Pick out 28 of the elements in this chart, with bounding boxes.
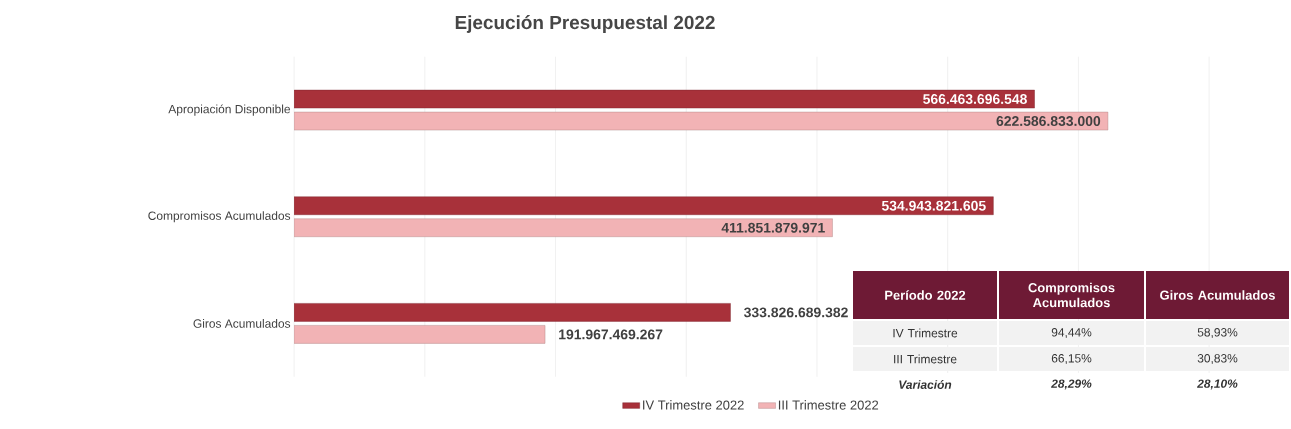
text: 28,10% — [1197, 379, 1238, 390]
annotation: 30,83% — [1197, 354, 1238, 364]
legend-label: III Trimestre 2022 — [778, 400, 879, 410]
annotation: Compromisos Acumulados — [1028, 282, 1115, 308]
annotation: 58,93% — [1197, 328, 1238, 338]
bar — [294, 218, 833, 237]
annotation: 66,15% — [1051, 354, 1092, 364]
annotation: IV Trimestre — [893, 328, 958, 338]
bar — [294, 196, 994, 215]
text: 28,29% — [1051, 379, 1092, 390]
chart-title: Ejecución Presupuestal 2022 — [455, 15, 715, 33]
data-label: 622.586.833.000 — [996, 116, 1101, 127]
annotation: Giros Acumulados — [1160, 290, 1275, 300]
data-label: 534.943.821.605 — [881, 200, 986, 211]
data-label: 191.967.469.267 — [559, 329, 663, 340]
bar — [294, 325, 546, 344]
annotation: Período 2022 — [885, 290, 966, 300]
y-tick-label: Apropiación Disponible — [168, 104, 291, 116]
data-label: 566.463.696.548 — [923, 94, 1027, 105]
text: Variación — [899, 380, 952, 389]
bar — [294, 303, 731, 322]
annotation: 94,44% — [1051, 328, 1092, 338]
y-tick-label: Compromisos Acumulados — [148, 211, 291, 223]
y-tick-label: Giros Acumulados — [193, 319, 291, 328]
data-label: 411.851.879.971 — [721, 222, 825, 233]
legend-label: IV Trimestre 2022 — [643, 400, 744, 410]
annotation: III Trimestre — [894, 354, 957, 364]
data-label: 333.826.689.382 — [743, 307, 848, 318]
